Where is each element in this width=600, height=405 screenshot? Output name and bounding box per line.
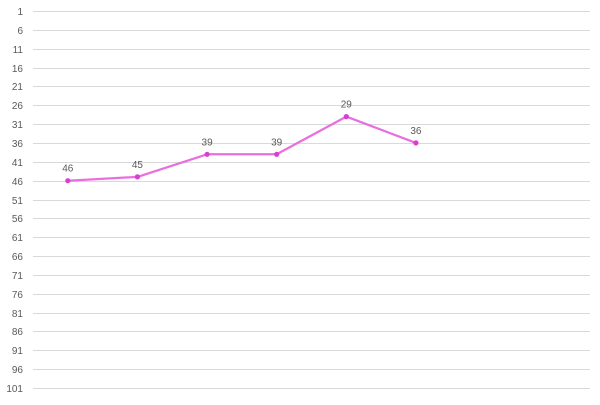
y-tick-label-16: 16 — [12, 64, 24, 75]
series-line-layer — [66, 115, 418, 182]
data-point-3 — [274, 151, 280, 157]
data-label-5: 36 — [410, 126, 422, 137]
y-tick-label-1: 1 — [17, 7, 23, 18]
y-tick-label-66: 66 — [12, 252, 24, 263]
y-tick-label-61: 61 — [12, 233, 24, 244]
y-tick-label-21: 21 — [12, 82, 24, 93]
y-tick-label-26: 26 — [12, 101, 24, 112]
data-point-1 — [134, 174, 140, 180]
y-tick-label-86: 86 — [12, 327, 24, 338]
y-tick-label-101: 101 — [6, 384, 23, 395]
y-tick-label-71: 71 — [12, 271, 24, 282]
data-label-4: 29 — [341, 100, 353, 111]
data-labels: 46 45 39 39 29 36 — [62, 100, 422, 175]
y-tick-label-51: 51 — [12, 196, 24, 207]
data-point-5 — [413, 140, 419, 146]
y-tick-label-81: 81 — [12, 309, 24, 320]
y-tick-label-76: 76 — [12, 290, 24, 301]
y-tick-label-36: 36 — [12, 139, 24, 150]
y-tick-label-11: 11 — [13, 45, 24, 56]
data-label-0: 46 — [62, 164, 74, 175]
y-tick-label-96: 96 — [12, 365, 24, 376]
gridlines — [33, 11, 590, 389]
y-tick-label-31: 31 — [12, 120, 24, 131]
data-points — [65, 114, 419, 184]
y-tick-label-6: 6 — [17, 26, 23, 37]
y-tick-label-91: 91 — [12, 346, 24, 357]
series-line-0 — [66, 115, 418, 182]
data-point-0 — [65, 178, 71, 184]
y-axis-tick-labels: 1611162126313641465156616671768186919610… — [6, 7, 23, 395]
y-tick-label-56: 56 — [12, 214, 24, 225]
data-label-2: 39 — [202, 137, 214, 148]
y-tick-label-41: 41 — [12, 158, 24, 169]
data-label-1: 45 — [132, 160, 144, 171]
y-tick-label-46: 46 — [12, 177, 24, 188]
data-point-4 — [343, 114, 349, 120]
data-point-2 — [204, 151, 210, 157]
data-label-3: 39 — [271, 137, 283, 148]
